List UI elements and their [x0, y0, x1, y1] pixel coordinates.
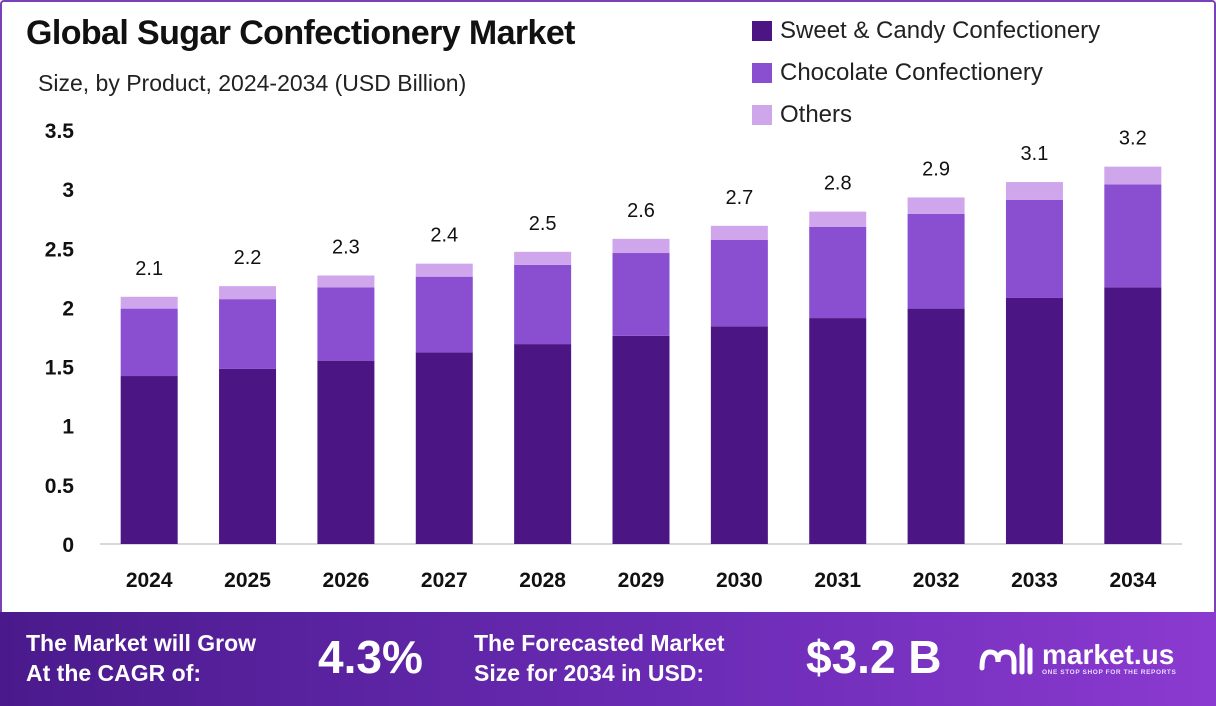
forecast-label-line2: Size for 2034 in USD: [474, 660, 705, 686]
x-tick-label-2029: 2029 [618, 569, 665, 592]
legend-label-chocolate: Chocolate Confectionery [780, 59, 1043, 86]
x-tick-label-2024: 2024 [126, 569, 173, 592]
x-tick-label-2026: 2026 [323, 569, 370, 592]
bar-sweet-2032 [907, 308, 965, 544]
bar-chocolate-2028 [514, 264, 572, 345]
bar-sweet-2028 [514, 344, 572, 544]
bar-chocolate-2025 [219, 299, 277, 369]
total-label-2030: 2.7 [725, 187, 753, 209]
y-tick-label: 3 [62, 179, 74, 202]
total-label-2033: 3.1 [1021, 143, 1049, 165]
total-label-2024: 2.1 [135, 258, 163, 280]
y-tick-label: 1.5 [45, 357, 75, 380]
bar-others-2028 [514, 251, 572, 265]
legend-swatch-sweet [752, 21, 772, 41]
total-label-2034: 3.2 [1119, 128, 1147, 150]
logo-tagline: ONE STOP SHOP FOR THE REPORTS [1042, 668, 1177, 676]
total-label-2032: 2.9 [922, 158, 950, 180]
bar-others-2033 [1005, 182, 1063, 200]
bar-sweet-2029 [612, 335, 670, 544]
cagr-label-line2: At the CAGR of: [26, 660, 202, 686]
y-tick-label: 3.5 [45, 120, 75, 143]
bar-sweet-2034 [1104, 287, 1162, 544]
footer-banner: The Market will Grow At the CAGR of: 4.3… [0, 612, 1216, 706]
bar-chocolate-2033 [1005, 199, 1063, 298]
bar-chocolate-2029 [612, 253, 670, 336]
x-tick-label-2032: 2032 [913, 569, 960, 592]
bar-others-2026 [317, 275, 375, 288]
bar-others-2029 [612, 238, 670, 254]
logo-name: market.us [1042, 638, 1175, 670]
market-us-logo-icon [979, 643, 1033, 675]
forecast-label: The Forecasted Market Size for 2034 in U… [474, 628, 725, 688]
bar-sweet-2030 [710, 326, 768, 544]
x-tick-label-2028: 2028 [519, 569, 566, 592]
market-us-logo: market.us ONE STOP SHOP FOR THE REPORTS [978, 638, 1176, 678]
bar-others-2032 [907, 197, 965, 214]
bar-sweet-2025 [219, 368, 277, 544]
bar-chocolate-2024 [120, 308, 178, 377]
y-tick-label: 0 [62, 534, 74, 557]
x-tick-label-2034: 2034 [1109, 569, 1156, 592]
x-tick-label-2033: 2033 [1011, 569, 1058, 592]
total-label-2026: 2.3 [332, 236, 360, 258]
cagr-label: The Market will Grow At the CAGR of: [26, 628, 256, 688]
bar-chocolate-2034 [1104, 184, 1162, 288]
chart-title: Global Sugar Confectionery Market [26, 14, 575, 52]
legend-item-others: Others [752, 94, 1100, 136]
legend-swatch-others [752, 105, 772, 125]
total-label-2028: 2.5 [529, 213, 557, 235]
x-tick-label-2031: 2031 [814, 569, 861, 592]
x-tick-label-2025: 2025 [224, 569, 271, 592]
bar-chocolate-2032 [907, 213, 965, 309]
bar-others-2034 [1104, 166, 1162, 185]
total-label-2029: 2.6 [627, 200, 655, 222]
y-tick-label: 2.5 [45, 238, 75, 261]
stacked-bar-chart: 0 0.5 1 1.5 2 2.5 3 3.5 2.1 2024 2.2 2025 2.3 2026 2.4… [45, 120, 1182, 592]
cagr-label-line1: The Market will Grow [26, 630, 257, 656]
bar-sweet-2033 [1005, 297, 1063, 544]
x-tick-label-2030: 2030 [716, 569, 763, 592]
bar-sweet-2031 [809, 318, 867, 544]
legend-label-sweet: Sweet & Candy Confectionery [780, 17, 1101, 44]
cagr-value: 4.3% [318, 631, 423, 683]
total-label-2025: 2.2 [234, 247, 262, 269]
forecast-label-line1: The Forecasted Market [474, 630, 725, 656]
legend-item-sweet: Sweet & Candy Confectionery [752, 10, 1100, 52]
chart-subtitle: Size, by Product, 2024-2034 (USD Billion… [38, 70, 467, 96]
x-tick-label-2027: 2027 [421, 569, 468, 592]
total-label-2031: 2.8 [824, 173, 852, 195]
bar-others-2025 [219, 286, 277, 300]
bar-chocolate-2030 [710, 240, 768, 327]
y-tick-label: 1 [62, 416, 74, 439]
legend: Sweet & Candy Confectionery Chocolate Co… [752, 10, 1100, 136]
bar-sweet-2027 [415, 352, 473, 544]
y-tick-label: 0.5 [45, 475, 75, 498]
bar-others-2031 [809, 211, 867, 227]
bar-others-2027 [415, 263, 473, 277]
legend-swatch-chocolate [752, 63, 772, 83]
total-label-2027: 2.4 [430, 225, 458, 247]
forecast-value: $3.2 B [806, 631, 942, 683]
legend-item-chocolate: Chocolate Confectionery [752, 52, 1100, 94]
bar-others-2030 [710, 225, 768, 241]
bar-chocolate-2027 [415, 276, 473, 353]
bar-sweet-2024 [120, 376, 178, 544]
y-tick-label: 2 [62, 297, 74, 320]
bar-chocolate-2026 [317, 287, 375, 361]
bar-sweet-2026 [317, 360, 375, 544]
bar-chocolate-2031 [809, 226, 867, 319]
legend-label-others: Others [780, 101, 853, 128]
bar-others-2024 [120, 296, 178, 309]
